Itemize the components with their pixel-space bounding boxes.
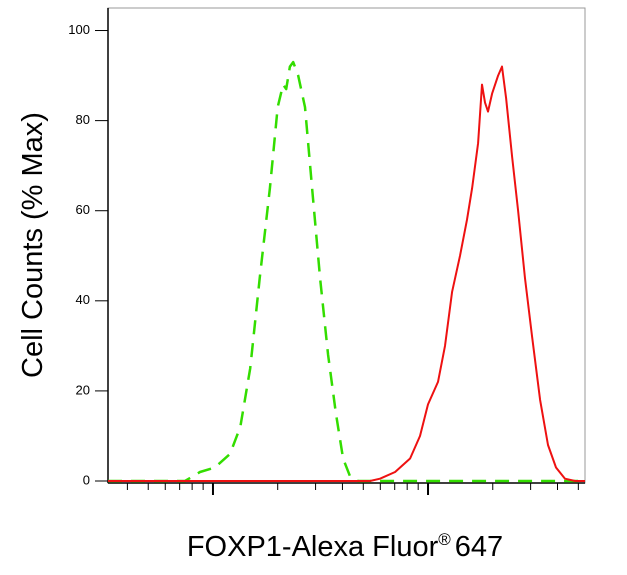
x-axis-label-mark: ® xyxy=(438,530,451,549)
y-tick-label: 40 xyxy=(76,292,90,307)
x-axis-label-text: FOXP1-Alexa Fluor xyxy=(187,531,439,563)
plot-frame xyxy=(107,7,586,484)
histogram-line xyxy=(108,60,585,483)
histogram-line xyxy=(108,65,585,482)
x-axis-label: FOXP1-Alexa Fluor® 647 xyxy=(187,530,503,563)
y-tick-label: 20 xyxy=(76,382,90,397)
x-axis-label-number: 647 xyxy=(455,531,503,563)
y-tick-label: 60 xyxy=(76,202,90,217)
y-axis-label: Cell Counts (% Max) xyxy=(17,112,49,378)
y-tick-label: 100 xyxy=(68,22,90,37)
y-tick-label: 0 xyxy=(83,472,90,487)
y-tick-label: 80 xyxy=(76,112,90,127)
